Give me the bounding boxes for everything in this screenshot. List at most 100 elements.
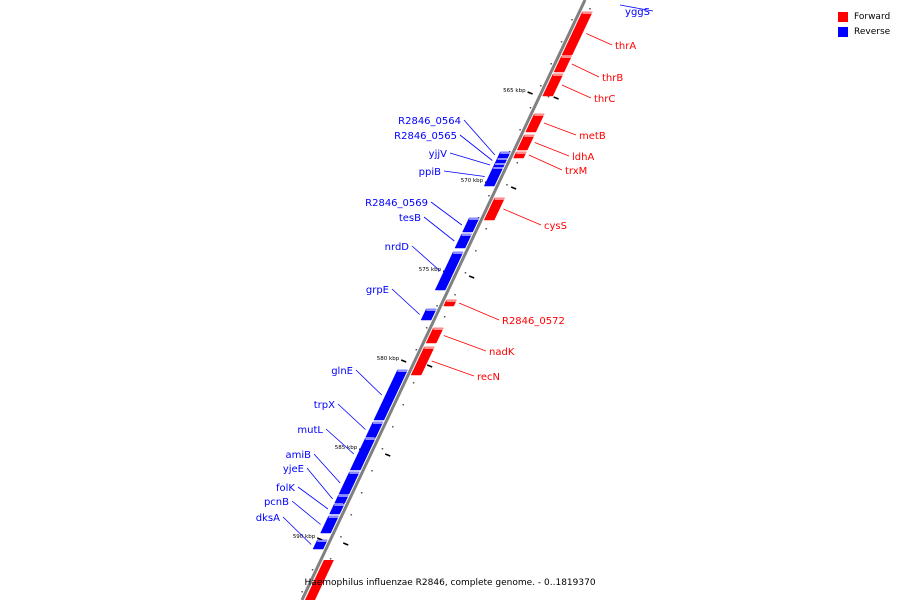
gene-label[interactable]: glnE <box>331 366 353 377</box>
gene-bevel <box>453 252 464 254</box>
gene-nrdD[interactable] <box>434 251 464 291</box>
gene-label[interactable]: thrA <box>615 41 636 52</box>
forward-label: Forward <box>854 11 891 22</box>
gene-tesB[interactable] <box>454 233 473 249</box>
major-tick <box>510 186 517 190</box>
gene-trpX[interactable] <box>365 421 384 438</box>
gene-mutL[interactable] <box>349 437 376 471</box>
gene-dksA[interactable] <box>312 539 328 550</box>
gene-label[interactable]: yjjV <box>429 149 447 160</box>
gene-label[interactable]: ldhA <box>572 152 594 163</box>
gene-label[interactable]: pcnB <box>264 497 289 508</box>
gene-label[interactable]: R2846_0565 <box>394 131 457 142</box>
gene-label[interactable]: dksA <box>256 513 280 524</box>
gene-leader <box>443 170 485 177</box>
axis-line <box>300 0 587 600</box>
gene-label[interactable]: yggS <box>625 7 650 18</box>
gene-bevel <box>365 438 376 440</box>
minor-tick <box>550 63 552 65</box>
gene-label[interactable]: grpE <box>366 285 389 296</box>
reverse-swatch <box>838 26 848 37</box>
gene-bevel <box>493 167 504 169</box>
gene-label[interactable]: R2846_0564 <box>398 116 461 127</box>
genome-axis <box>300 0 587 600</box>
gene-ldhA[interactable] <box>516 134 535 151</box>
gene-bevel <box>469 218 480 220</box>
gene-leader <box>297 486 329 510</box>
minor-tick <box>301 591 303 593</box>
gene-grpE[interactable] <box>420 308 437 321</box>
gene-thrB[interactable] <box>553 55 572 73</box>
gene-bevel <box>561 56 572 58</box>
gene-label[interactable]: cysS <box>544 221 567 232</box>
gene-metB[interactable] <box>525 113 545 133</box>
gene-label[interactable]: R2846_0569 <box>365 198 428 209</box>
legend-forward: Forward <box>838 9 898 24</box>
gene-label[interactable]: yjeE <box>283 464 304 475</box>
gene-label[interactable]: thrB <box>602 73 623 84</box>
major-tick <box>426 364 433 368</box>
gene-nadK[interactable] <box>425 327 444 344</box>
gene-R2846_0565[interactable] <box>494 157 508 164</box>
gene-folK[interactable] <box>329 503 345 515</box>
minor-tick <box>485 228 487 230</box>
gene-cysS[interactable] <box>483 197 506 221</box>
gene-yjjV[interactable] <box>492 162 506 168</box>
gene-unlabeled[interactable] <box>305 560 334 600</box>
gene-bevel <box>349 472 360 474</box>
major-tick <box>400 359 407 363</box>
minor-tick <box>519 129 521 131</box>
gene-label[interactable]: trpX <box>314 400 335 411</box>
legend-reverse: Reverse <box>838 24 898 39</box>
gene-leader <box>337 403 366 430</box>
gene-R2846_0564[interactable] <box>497 151 511 159</box>
gene-trxM[interactable] <box>513 151 527 159</box>
gene-R2846_0572[interactable] <box>443 299 457 307</box>
gene-leader <box>459 134 493 161</box>
gene-label[interactable]: thrC <box>594 94 615 105</box>
gene-label[interactable]: nrdD <box>385 242 410 253</box>
gene-bevel <box>317 540 328 542</box>
gene-bevel <box>495 163 506 165</box>
legend: Forward Reverse <box>838 9 898 39</box>
gene-R2846_0569[interactable] <box>462 217 480 233</box>
major-tick <box>553 96 559 100</box>
gene-recN[interactable] <box>410 346 435 376</box>
gene-leader <box>534 142 570 157</box>
gene-label[interactable]: nadK <box>489 347 515 358</box>
minor-tick <box>402 404 404 406</box>
gene-pcnB[interactable] <box>320 515 340 534</box>
minor-tick <box>381 448 384 450</box>
gene-label[interactable]: trxM <box>565 166 587 177</box>
gene-label[interactable]: recN <box>477 372 500 383</box>
major-tick <box>342 542 349 546</box>
major-tick <box>384 453 391 457</box>
gene-label[interactable]: mutL <box>297 425 323 436</box>
gene-label[interactable]: metB <box>579 131 606 142</box>
minor-tick <box>540 85 542 87</box>
gene-label[interactable]: tesB <box>399 213 421 224</box>
gene-label[interactable]: ppiB <box>419 167 441 178</box>
gene-thrA[interactable] <box>561 11 593 56</box>
minor-tick <box>529 107 532 109</box>
gene-glnE[interactable] <box>373 369 408 421</box>
minor-tick <box>589 8 591 10</box>
gene-leader <box>561 84 592 99</box>
gene-amiB[interactable] <box>338 471 360 495</box>
tick-label: 565 kbp <box>503 88 526 94</box>
gene-label[interactable]: amiB <box>285 450 311 461</box>
forward-swatch <box>838 11 848 22</box>
minor-tick <box>475 250 477 252</box>
gene-leader <box>391 288 420 315</box>
gene-bevel <box>553 74 564 76</box>
gene-leader <box>306 467 333 500</box>
gene-ppiB[interactable] <box>483 166 504 187</box>
gene-thrC[interactable] <box>542 73 564 97</box>
gene-yjeE[interactable] <box>334 494 349 504</box>
gene-label[interactable]: folK <box>276 483 295 494</box>
gene-bevel <box>500 152 511 154</box>
minor-tick <box>311 569 314 571</box>
tick-label: 570 kbp <box>461 178 484 184</box>
gene-label[interactable]: R2846_0572 <box>502 316 565 327</box>
